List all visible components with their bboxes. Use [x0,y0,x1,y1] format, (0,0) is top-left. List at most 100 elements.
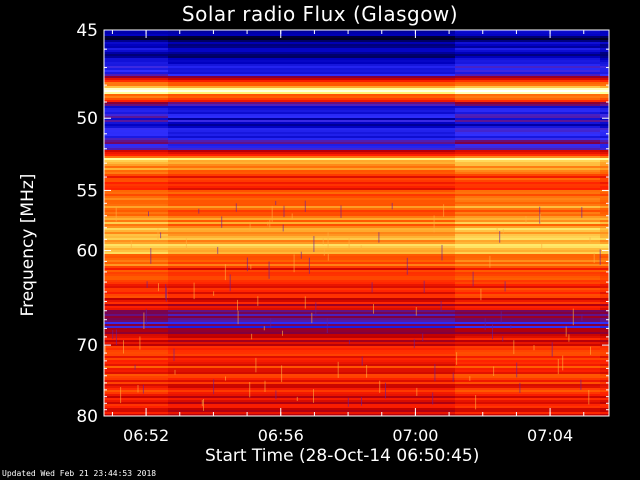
heatmap-cell [168,390,455,392]
heatmap-cell [455,226,600,228]
heatmap-cell [168,342,455,344]
heatmap-cell [600,112,609,114]
heatmap-cell [104,252,168,254]
heatmap-streak [193,282,195,300]
heatmap-cell [600,402,609,404]
heatmap-cell [104,80,168,82]
heatmap-cell [600,80,609,82]
heatmap-cell [104,314,168,316]
heatmap-cell [168,250,455,252]
heatmap-cell [104,318,168,320]
heatmap-streak [565,326,567,337]
heatmap-streak [373,304,374,314]
heatmap-cell [600,172,609,174]
heatmap-cell [104,406,168,408]
heatmap-cell [455,408,600,410]
heatmap-cell [455,410,600,412]
heatmap-cell [455,268,600,270]
heatmap-cell [455,220,600,222]
heatmap-cell [455,98,600,100]
heatmap-cell [104,216,168,218]
heatmap-streak [432,392,434,405]
heatmap-cell [600,76,609,78]
heatmap-streak [539,213,541,222]
heatmap-cell [168,150,455,152]
heatmap-streak [492,324,493,340]
heatmap-cell [168,180,455,182]
heatmap-cell [455,82,600,84]
heatmap-cell [455,174,600,176]
heatmap-cell [168,152,455,154]
heatmap-cell [600,202,609,204]
heatmap-cell [600,52,609,54]
heatmap-cell [600,68,609,70]
heatmap-cell [104,62,168,64]
heatmap-cell [168,172,455,174]
heatmap-cell [168,376,455,378]
heatmap-cell [104,364,168,366]
heatmap-cell [600,94,609,96]
heatmap-cell [104,190,168,192]
heatmap-streak [502,229,504,234]
heatmap-cell [168,334,455,336]
heatmap-cell [168,90,455,92]
heatmap-cell [104,338,168,340]
heatmap-cell [455,238,600,240]
heatmap-cell [600,78,609,80]
heatmap-cell [104,332,168,334]
heatmap-cell [168,56,455,58]
heatmap-streak [112,330,114,339]
heatmap-cell [600,374,609,376]
heatmap-cell [600,88,609,90]
heatmap-streak [533,345,535,351]
heatmap-streak [440,301,442,312]
heatmap-cell [104,320,168,322]
heatmap-cell [455,56,600,58]
heatmap-cell [455,166,600,168]
heatmap-cell [600,200,609,202]
heatmap-cell [168,338,455,340]
heatmap-cell [104,52,168,54]
heatmap-cell [600,64,609,66]
heatmap-cell [455,414,600,416]
heatmap-streak [134,364,136,370]
heatmap-cell [104,164,168,166]
heatmap-streak [313,236,315,252]
heatmap-streak [385,382,386,399]
heatmap-cell [104,326,168,328]
heatmap-cell [168,104,455,106]
heatmap-cell [104,312,168,314]
heatmap-cell [168,120,455,122]
heatmap-cell [104,170,168,172]
heatmap-streak [251,333,253,340]
heatmap-cell [168,48,455,50]
heatmap-streak [510,325,512,330]
heatmap-cell [600,378,609,380]
heatmap-cell [455,270,600,272]
heatmap-cell [600,38,609,40]
heatmap-streak [145,308,147,325]
heatmap-cell [600,60,609,62]
heatmap-cell [104,160,168,162]
heatmap-cell [168,42,455,44]
heatmap-streak [221,216,223,228]
heatmap-streak [115,329,117,345]
heatmap-cell [168,116,455,118]
heatmap-cell [104,270,168,272]
heatmap-cell [168,222,455,224]
heatmap-cell [600,288,609,290]
heatmap-cell [104,378,168,380]
heatmap-cell [168,302,455,304]
heatmap-cell [168,108,455,110]
heatmap-cell [600,144,609,146]
heatmap-cell [168,258,455,260]
heatmap-cell [104,346,168,348]
heatmap-cell [104,276,168,278]
heatmap-cell [600,148,609,150]
heatmap-streak [500,311,502,324]
heatmap-cell [104,264,168,266]
heatmap-cell [104,272,168,274]
heatmap-cell [168,284,455,286]
heatmap-cell [168,82,455,84]
